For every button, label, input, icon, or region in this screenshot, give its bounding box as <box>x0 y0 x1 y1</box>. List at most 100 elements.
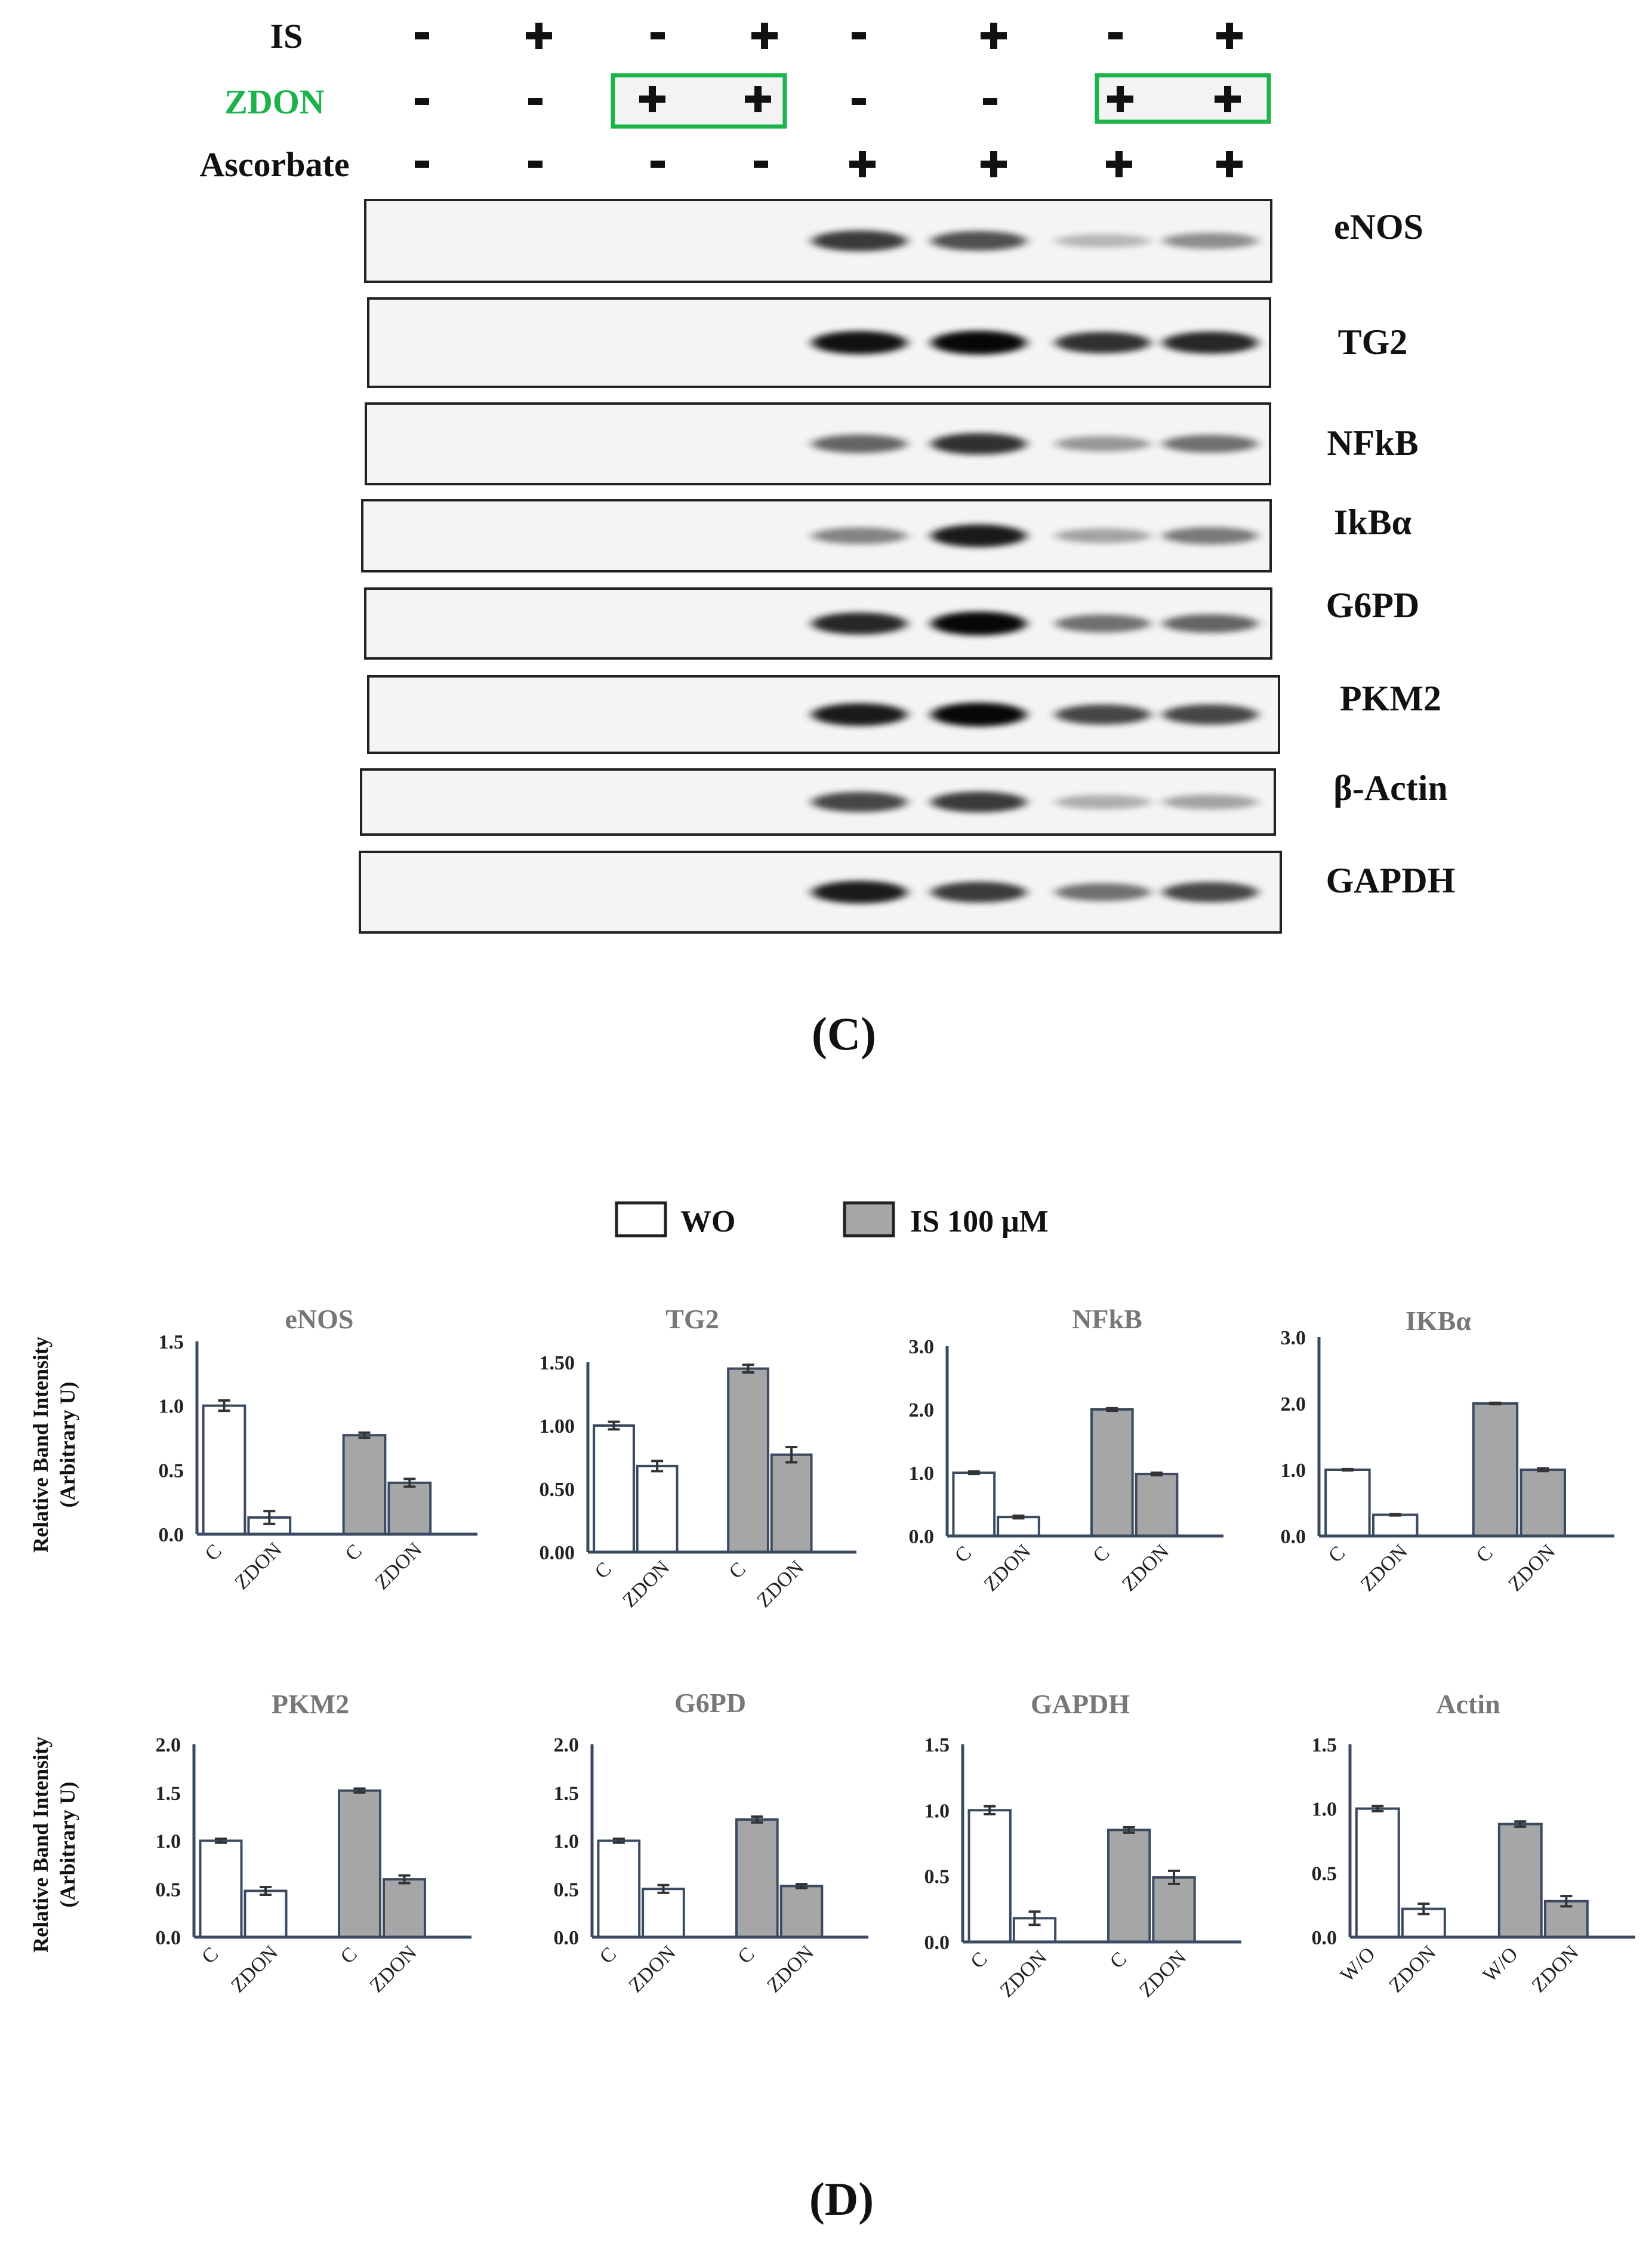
bar <box>202 1404 246 1536</box>
y-axis-title: Relative Band Intensity <box>29 1337 53 1553</box>
minus-sign <box>852 98 866 105</box>
tick-label: 0.5 <box>924 1866 950 1888</box>
tick-label: 0.5 <box>156 1879 181 1901</box>
bar <box>1372 1513 1419 1537</box>
bar <box>727 1367 769 1554</box>
category-label: ZDON <box>227 1941 282 1997</box>
minus-sign <box>852 32 866 39</box>
band <box>931 611 1027 636</box>
band <box>931 524 1027 547</box>
tick-label: 1.0 <box>156 1831 181 1853</box>
category-label: ZDON <box>1118 1540 1173 1596</box>
tick-label: 0.0 <box>924 1932 950 1954</box>
row-label-zdon: ZDON <box>224 82 325 121</box>
category-label: C <box>337 1943 362 1968</box>
band <box>931 433 1027 455</box>
bar <box>735 1818 779 1938</box>
legend-label-is: IS 100 μM <box>910 1205 1049 1239</box>
bar <box>1497 1823 1543 1938</box>
tick-label: 0.0 <box>156 1927 181 1949</box>
panel-label-d: (D) <box>809 2173 874 2225</box>
tick-label: 1.0 <box>924 1800 950 1822</box>
tick-label: 2.0 <box>1281 1393 1306 1415</box>
category-label: ZDON <box>618 1556 674 1612</box>
bar <box>593 1424 635 1553</box>
tick-label: 2.0 <box>909 1399 935 1421</box>
bar <box>967 1809 1012 1943</box>
tick-label: 0.5 <box>1312 1863 1337 1885</box>
chart-title: eNOS <box>285 1304 354 1334</box>
protein-label: TG2 <box>1338 322 1408 362</box>
tick-label: 2.0 <box>156 1734 181 1756</box>
bar <box>642 1888 685 1938</box>
tick-label: 1.5 <box>1312 1734 1337 1756</box>
band <box>812 230 907 251</box>
bar <box>1107 1829 1151 1944</box>
category-label: C <box>1324 1542 1349 1567</box>
y-axis-title: (Arbitrary U) <box>56 1382 79 1508</box>
bar <box>244 1889 288 1938</box>
tick-label: 0.0 <box>554 1927 580 1949</box>
panel-label-c: (C) <box>812 1008 876 1060</box>
band <box>1055 614 1151 633</box>
tick-label: 2.0 <box>554 1734 580 1756</box>
tick-label: 1.0 <box>554 1831 580 1853</box>
y-axis-title: (Arbitrary U) <box>56 1782 79 1908</box>
category-label: C <box>198 1943 223 1968</box>
tick-label: 0.0 <box>1312 1927 1337 1949</box>
row-label-is: IS <box>270 17 303 56</box>
legend-label-wo: WO <box>680 1205 735 1239</box>
row-label-ascorbate: Ascorbate <box>199 145 349 184</box>
tick-label: 1.0 <box>1281 1460 1306 1482</box>
minus-sign <box>983 98 997 105</box>
tick-label: 1.00 <box>540 1415 575 1437</box>
bar <box>342 1434 387 1536</box>
tick-label: 1.5 <box>159 1331 184 1353</box>
plus-sign <box>761 23 768 49</box>
plus-sign <box>859 151 866 177</box>
chart-title: Actin <box>1436 1689 1500 1719</box>
bar <box>597 1839 641 1938</box>
bar <box>199 1839 243 1938</box>
chart-title: TG2 <box>665 1304 719 1334</box>
band <box>1055 332 1151 353</box>
legend-swatch-is <box>843 1201 895 1238</box>
tick-label: 3.0 <box>909 1336 935 1358</box>
bar <box>1152 1876 1196 1943</box>
minus-sign <box>415 98 429 105</box>
band <box>1163 527 1258 544</box>
minus-sign <box>651 161 665 168</box>
band <box>1055 234 1151 248</box>
bar <box>1355 1807 1400 1939</box>
band <box>812 612 907 635</box>
bar <box>997 1516 1040 1537</box>
band <box>1163 614 1258 633</box>
bar <box>1090 1408 1134 1537</box>
category-label: ZDON <box>763 1941 818 1997</box>
category-label: ZDON <box>371 1538 426 1594</box>
tick-label: 1.0 <box>159 1396 184 1418</box>
plus-sign <box>649 86 656 112</box>
plus-sign <box>535 23 543 49</box>
minus-sign <box>1108 32 1123 39</box>
protein-label: PKM2 <box>1340 679 1441 718</box>
minus-sign <box>415 32 429 39</box>
minus-sign <box>528 161 543 168</box>
band <box>812 703 907 726</box>
band <box>1163 704 1258 725</box>
band <box>931 231 1027 251</box>
tick-label: 0.0 <box>909 1526 935 1548</box>
tick-label: 0.0 <box>1281 1526 1306 1548</box>
protein-label: β-Actin <box>1333 768 1448 808</box>
tick-label: 1.5 <box>156 1783 181 1805</box>
category-label: ZDON <box>366 1941 421 1997</box>
protein-label: G6PD <box>1326 586 1420 625</box>
tick-label: 1.5 <box>554 1783 580 1805</box>
plus-sign <box>1117 86 1124 112</box>
category-label: C <box>951 1542 976 1567</box>
